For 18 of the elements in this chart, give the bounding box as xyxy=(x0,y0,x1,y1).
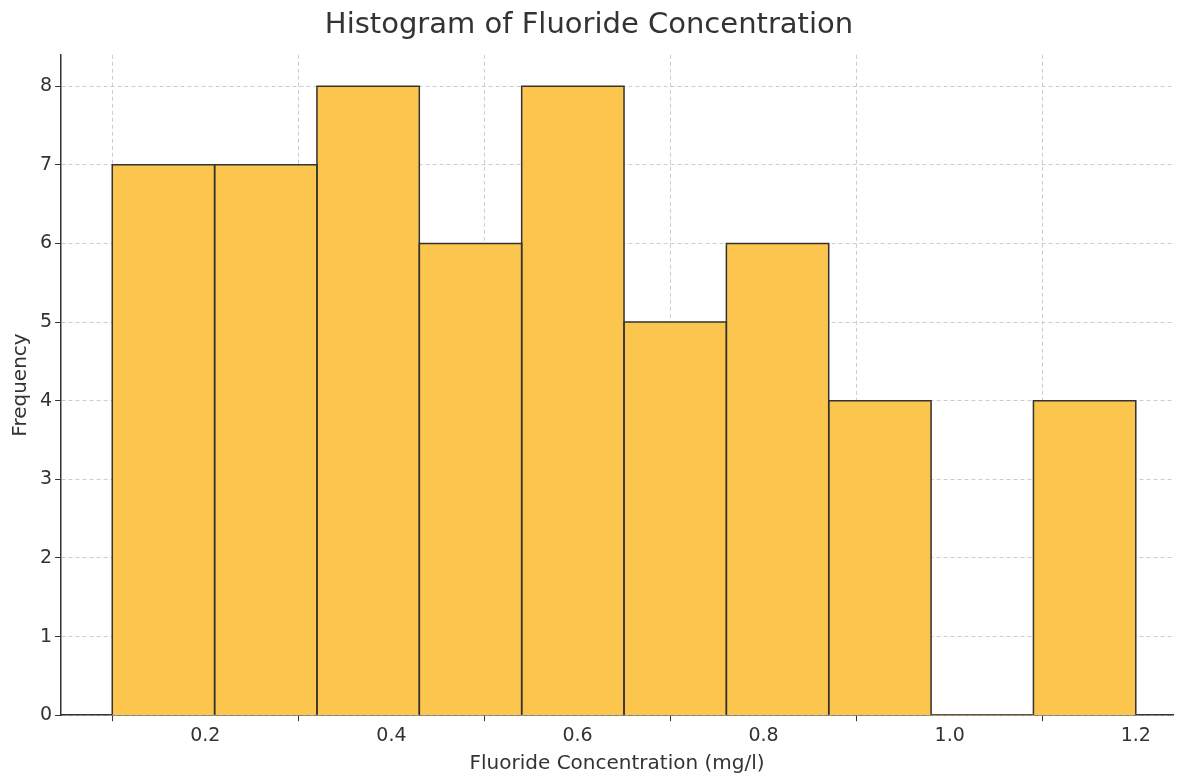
y-axis-title: Frequency xyxy=(7,333,32,437)
chart-title: Histogram of Fluoride Concentration xyxy=(324,5,854,40)
x-tick-label: 0.2 xyxy=(190,722,221,745)
y-tick-label: 3 xyxy=(39,466,53,489)
x-axis-title: Fluoride Concentration (mg/l) xyxy=(469,750,765,775)
x-tick-label: 0.6 xyxy=(562,722,593,745)
y-tick-label: 8 xyxy=(39,73,53,96)
y-tick-label: 1 xyxy=(39,623,53,646)
y-tick-label: 7 xyxy=(39,151,53,174)
y-tick-label: 6 xyxy=(39,230,53,253)
y-tick-label: 4 xyxy=(39,387,53,410)
x-tick-label: 1.0 xyxy=(934,722,965,745)
x-tick-label: 0.8 xyxy=(748,722,779,745)
y-tick-label: 0 xyxy=(39,702,53,725)
y-tick-label: 2 xyxy=(39,544,53,567)
y-tick-label: 5 xyxy=(39,309,53,332)
x-tick-label: 0.4 xyxy=(376,722,407,745)
x-tick-label: 1.2 xyxy=(1120,722,1151,745)
